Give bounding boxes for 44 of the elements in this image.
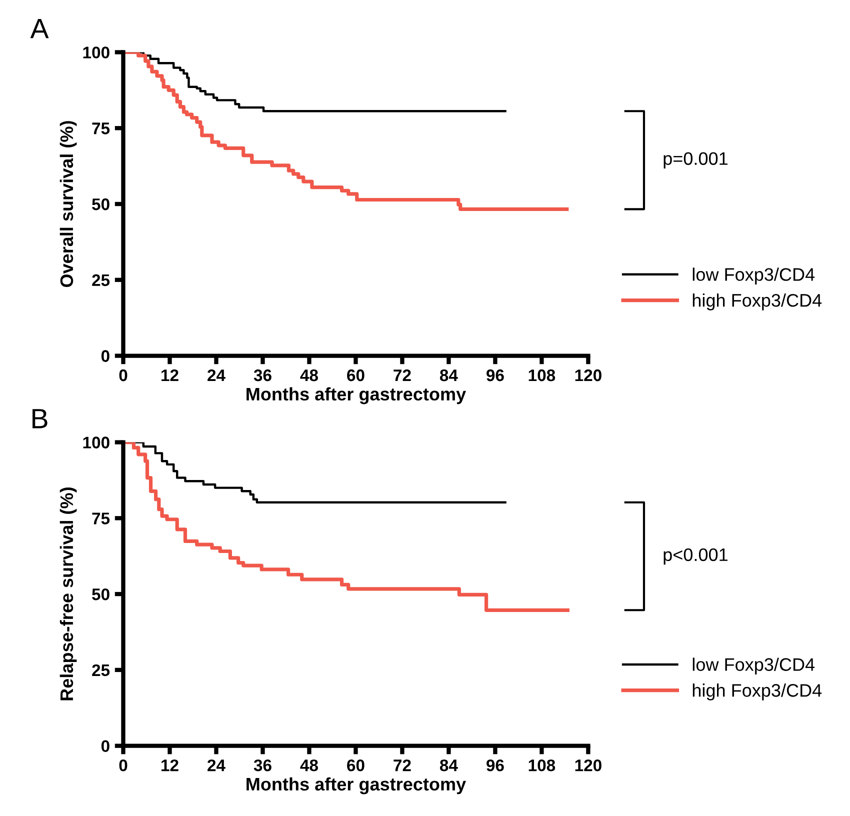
x-tick-label: 120 [575,759,602,772]
x-tick-label: 36 [254,759,272,772]
text: p=0.001 [664,152,728,169]
x-axis-title: Months after gastrectomy [246,387,466,404]
y-tick-label: 75 [92,512,110,524]
x-tick-label: 24 [208,759,226,772]
y-tick-label: 50 [92,198,110,210]
y-tick-label: 0 [101,350,110,362]
legend-label: low Foxp3/CD4 [692,658,815,675]
x-tick-label: 96 [486,369,504,382]
y-tick-label: 25 [92,274,110,286]
x-tick-label: 12 [162,759,178,772]
x-axis-title: Months after gastrectomy [246,777,466,794]
x-tick-label: 120 [575,369,602,382]
legend-label: high Foxp3/CD4 [692,294,822,310]
x-tick-label: 108 [528,369,556,382]
x-tick-label: 60 [347,759,364,772]
x-tick-label: 24 [208,369,226,382]
x-tick-label: 84 [440,369,458,382]
x-tick-label: 72 [394,369,411,382]
x-tick-label: 96 [486,759,504,772]
x-tick-label: 108 [528,759,556,772]
x-tick-label: 72 [394,759,411,772]
legend-label: low Foxp3/CD4 [692,268,815,284]
y-tick-label: 100 [83,436,110,448]
y-tick-label: 50 [92,588,110,600]
x-tick-label: 48 [300,759,318,772]
y-axis-title: Relapse-free survival (%) [60,488,77,700]
y-tick-label: 25 [92,664,110,676]
y-tick-label: 100 [83,46,110,58]
text: B [32,409,48,428]
x-tick-label: 84 [440,759,458,772]
x-tick-label: 48 [300,369,318,382]
y-axis-title: Overall survival (%) [60,121,77,288]
x-tick-label: 12 [162,369,178,382]
legend-label: high Foxp3/CD4 [692,684,822,700]
text: p<0.001 [664,548,728,565]
y-tick-label: 0 [101,740,110,752]
text: A [30,19,49,38]
x-tick-label: 0 [119,759,128,772]
y-tick-label: 75 [92,122,110,134]
x-tick-label: 0 [119,369,128,382]
x-tick-label: 36 [254,369,272,382]
x-tick-label: 60 [347,369,364,382]
